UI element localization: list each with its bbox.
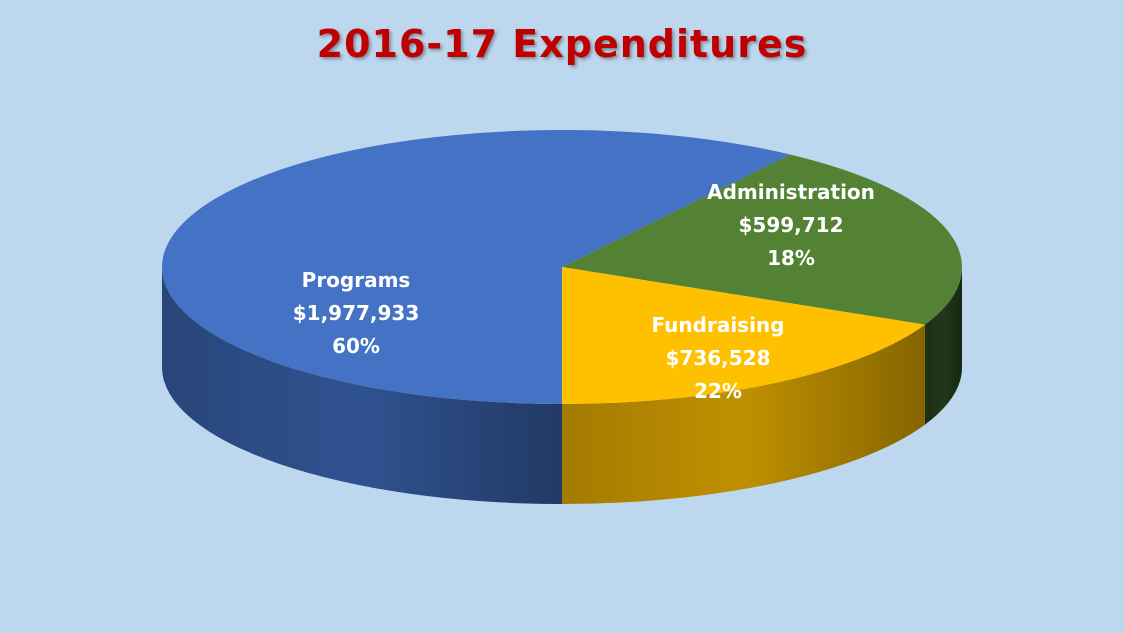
pie-slice-administration bbox=[562, 267, 925, 404]
pie-side-shade-administration bbox=[562, 324, 925, 504]
pie-slice-programs bbox=[161, 129, 791, 404]
chart-title: 2016-17 Expenditures bbox=[316, 22, 808, 66]
slice-label-percent: 60% bbox=[332, 334, 380, 358]
slice-label-percent: 18% bbox=[767, 246, 815, 270]
slice-label-administration: Administration $599,712 18% bbox=[707, 180, 875, 270]
pie-sides bbox=[162, 267, 962, 504]
pie-slice-fundraising bbox=[562, 154, 962, 325]
pie-side-shade-fundraising bbox=[924, 267, 962, 425]
slice-label-fundraising: Fundraising $736,528 22% bbox=[652, 313, 785, 403]
slice-label-amount: $736,528 bbox=[665, 346, 770, 370]
slice-label-name: Programs bbox=[302, 268, 411, 292]
pie-side-shade-programs bbox=[162, 267, 562, 504]
slice-label-amount: $1,977,933 bbox=[293, 301, 420, 325]
slice-label-name: Fundraising bbox=[652, 313, 785, 337]
slice-label-amount: $599,712 bbox=[738, 213, 843, 237]
slice-label-percent: 22% bbox=[694, 379, 742, 403]
slice-label-programs: Programs $1,977,933 60% bbox=[293, 268, 420, 358]
pie-tops bbox=[161, 129, 962, 404]
slice-label-name: Administration bbox=[707, 180, 875, 204]
